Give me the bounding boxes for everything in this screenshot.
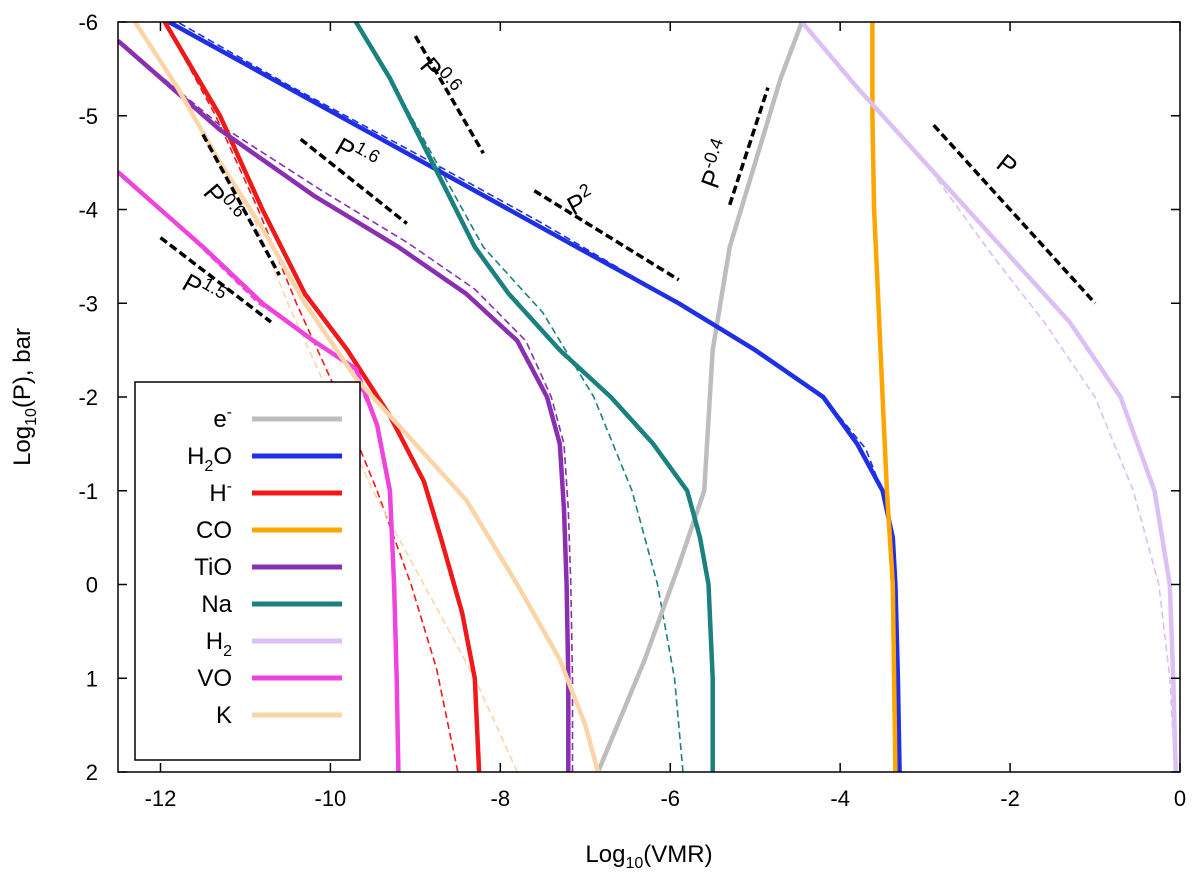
y-tick-label: -1	[78, 479, 98, 504]
x-tick-label: -10	[315, 786, 347, 811]
series-line-VO	[118, 170, 401, 772]
y-tick-label: -4	[78, 198, 98, 223]
slope-label-3: P0.6	[414, 49, 467, 103]
legend-box	[134, 381, 361, 761]
axis-ticks	[118, 21, 1181, 773]
legend-label: VO	[197, 665, 232, 692]
x-tick-label: -6	[660, 786, 680, 811]
series-line-H2O	[167, 22, 902, 772]
legend-item-H2: H2	[206, 628, 342, 660]
slope-line-6	[932, 123, 1097, 305]
series-dashed-TiO	[118, 40, 574, 772]
legend-label: e-	[213, 404, 232, 433]
x-tick-label: -12	[145, 786, 177, 811]
slope-line-1	[201, 133, 281, 276]
legend-label: H2	[206, 628, 232, 660]
legend-item-Na: Na	[201, 591, 342, 618]
slope-line-0	[159, 236, 272, 324]
legend-item-K: K	[216, 702, 342, 729]
legend-label: H2O	[187, 443, 232, 475]
slope-line-2	[299, 137, 408, 225]
y-tick-label: -5	[78, 104, 98, 129]
y-tick-label: -3	[78, 291, 98, 316]
legend-label: CO	[196, 517, 232, 544]
legend-label: Na	[201, 591, 232, 618]
y-tick-label: 1	[86, 666, 98, 691]
legend-label: K	[216, 702, 232, 729]
slope-label-6: P	[991, 148, 1023, 182]
legend-label: TiO	[194, 554, 232, 581]
slope-line-5	[728, 87, 770, 206]
legend: e- H2O H- CO TiO Na H2 VO K	[134, 381, 361, 761]
series-dashed-Na	[355, 22, 684, 772]
series-line-e-	[595, 22, 805, 772]
legend-item-TiO: TiO	[194, 554, 342, 581]
slope-line-4	[533, 189, 680, 282]
x-tick-label: -4	[830, 786, 850, 811]
slope-line-3	[413, 35, 485, 155]
series-dashed-H-	[163, 22, 459, 772]
y-tick-label: 0	[86, 573, 98, 598]
x-axis-title: Log10(VMR)	[585, 841, 712, 872]
legend-item-VO: VO	[197, 665, 342, 692]
x-tick-label: -2	[1000, 786, 1020, 811]
legend-item-H2O: H2O	[187, 443, 342, 475]
slope-label-4: P2	[561, 179, 601, 221]
slope-annotations: P1.5P0.6P1.6P0.6P2 P-0.4 P	[159, 35, 1097, 324]
y-tick-label: -6	[78, 10, 98, 35]
y-tick-label: -2	[78, 385, 98, 410]
series-line-H2	[800, 22, 1179, 772]
y-tick-label: 2	[86, 760, 98, 785]
y-axis-title: Log10(P), bar	[9, 328, 40, 466]
slope-label-5: P-0.4	[692, 135, 740, 192]
x-tick-label: 0	[1174, 786, 1186, 811]
legend-item-H-: H-	[209, 478, 342, 507]
legend-label: H-	[209, 478, 232, 507]
legend-item-e-: e-	[213, 404, 342, 433]
x-tick-label: -8	[491, 786, 511, 811]
series-line-TiO	[118, 39, 571, 772]
legend-item-CO: CO	[196, 517, 342, 544]
series-line-Na	[353, 22, 715, 772]
series-line-CO	[870, 22, 898, 772]
slope-label-1: P0.6	[197, 176, 250, 230]
